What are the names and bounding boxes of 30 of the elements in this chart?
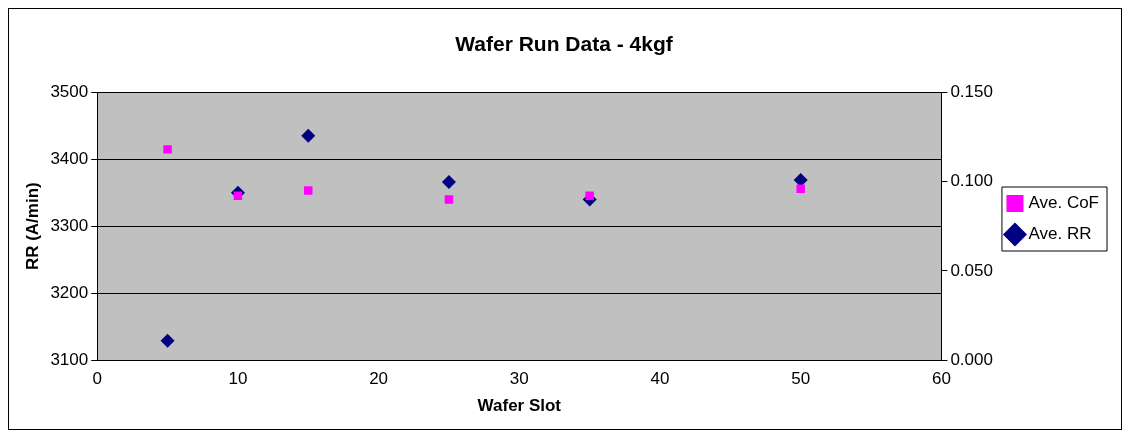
y-tick-label: 3500 [50,81,89,101]
y2-tick-label: 0.100 [950,171,993,191]
point [796,184,805,193]
y-tick-label: 3100 [50,349,89,369]
point [444,195,454,204]
point [441,174,456,189]
legend-label: Ave. CoF [1028,193,1100,213]
x-axis-title: Wafer Slot [477,396,562,416]
point [793,172,808,187]
point [163,145,172,154]
x-tick-label: 40 [650,369,670,389]
y-axis-title: RR (A/min) [22,182,42,271]
point [301,128,316,143]
x-tick-label: 10 [228,369,248,389]
y-tick-label: 3300 [50,215,89,235]
y2-tick-label: 0.000 [950,349,993,369]
x-tick-label: 50 [791,369,811,389]
y-tick-label: 3400 [50,148,89,168]
y2-tick-label: 0.050 [950,260,993,280]
chart-title: Wafer Run Data - 4kgf [455,32,674,56]
point [160,333,175,348]
x-tick-label: 60 [931,369,951,389]
y2-tick-label: 0.150 [950,81,993,101]
point [585,191,594,201]
point [304,186,313,195]
legend-label: Ave. RR [1028,224,1092,244]
x-tick-label: 30 [509,369,529,389]
x-tick-label: 20 [369,369,389,389]
x-tick-label: 0 [92,369,102,389]
y-tick-label: 3200 [50,282,89,302]
